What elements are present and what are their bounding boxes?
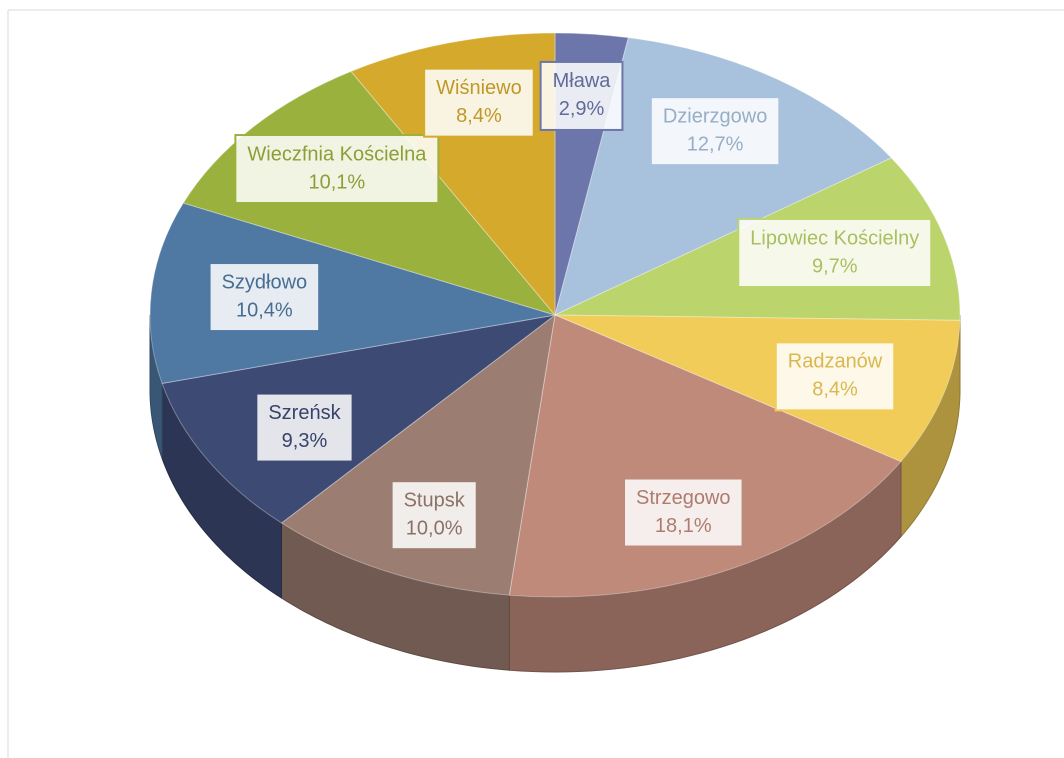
label-box [423, 67, 535, 138]
label-box [390, 480, 478, 551]
label-name: Mława [553, 70, 612, 92]
data-label: Wiśniewo 8,4% [423, 67, 535, 138]
label-name: Stupsk [404, 489, 466, 511]
label-box [208, 262, 321, 333]
label-value: 10,0% [406, 517, 463, 539]
data-label: Radzanów 8,4% [774, 341, 896, 412]
label-name: Strzegowo [636, 487, 731, 509]
data-label: Dzierzgowo 12,7% [649, 96, 781, 167]
data-label: Szydłowo 10,4% [208, 262, 321, 333]
label-box [234, 134, 440, 205]
data-label: Strzegowo 18,1% [623, 477, 744, 548]
label-name: Dzierzgowo [663, 105, 767, 127]
label-name: Radzanów [788, 351, 883, 373]
label-value: 12,7% [687, 133, 744, 155]
data-label: Lipowiec Kościelny 9,7% [737, 217, 933, 288]
label-value: 2,9% [559, 98, 605, 120]
data-label: Stupsk 10,0% [390, 480, 478, 551]
label-name: Szreńsk [268, 402, 341, 424]
label-value: 8,4% [812, 379, 858, 401]
label-name: Szydłowo [222, 271, 308, 293]
label-box [623, 477, 744, 548]
label-name: Lipowiec Kościelny [750, 227, 919, 249]
label-value: 9,7% [812, 255, 858, 277]
label-name: Wieczfnia Kościelna [247, 143, 427, 165]
slice [508, 314, 902, 598]
label-box [774, 341, 896, 412]
slice [161, 314, 556, 524]
data-label: Wieczfnia Kościelna 10,1% [234, 134, 440, 205]
label-box [539, 60, 624, 131]
slice [280, 313, 556, 596]
label-value: 9,3% [282, 430, 328, 452]
slice-sides [149, 314, 961, 673]
slice-tops [149, 32, 961, 598]
label-name: Wiśniewo [436, 77, 522, 99]
slice [554, 37, 893, 316]
data-label: Mława 2,9% [539, 60, 624, 131]
label-box [649, 96, 781, 167]
label-value: 8,4% [456, 105, 502, 127]
slice-labels: Mława 2,9% Dzierzgowo 12,7% Lipowiec Kościel… [208, 60, 933, 551]
label-box [255, 392, 354, 463]
slice [149, 202, 556, 384]
label-value: 18,1% [655, 515, 712, 537]
data-label: Szreńsk 9,3% [255, 392, 354, 463]
label-box [737, 217, 933, 288]
label-value: 10,1% [309, 171, 366, 193]
label-value: 10,4% [236, 299, 293, 321]
